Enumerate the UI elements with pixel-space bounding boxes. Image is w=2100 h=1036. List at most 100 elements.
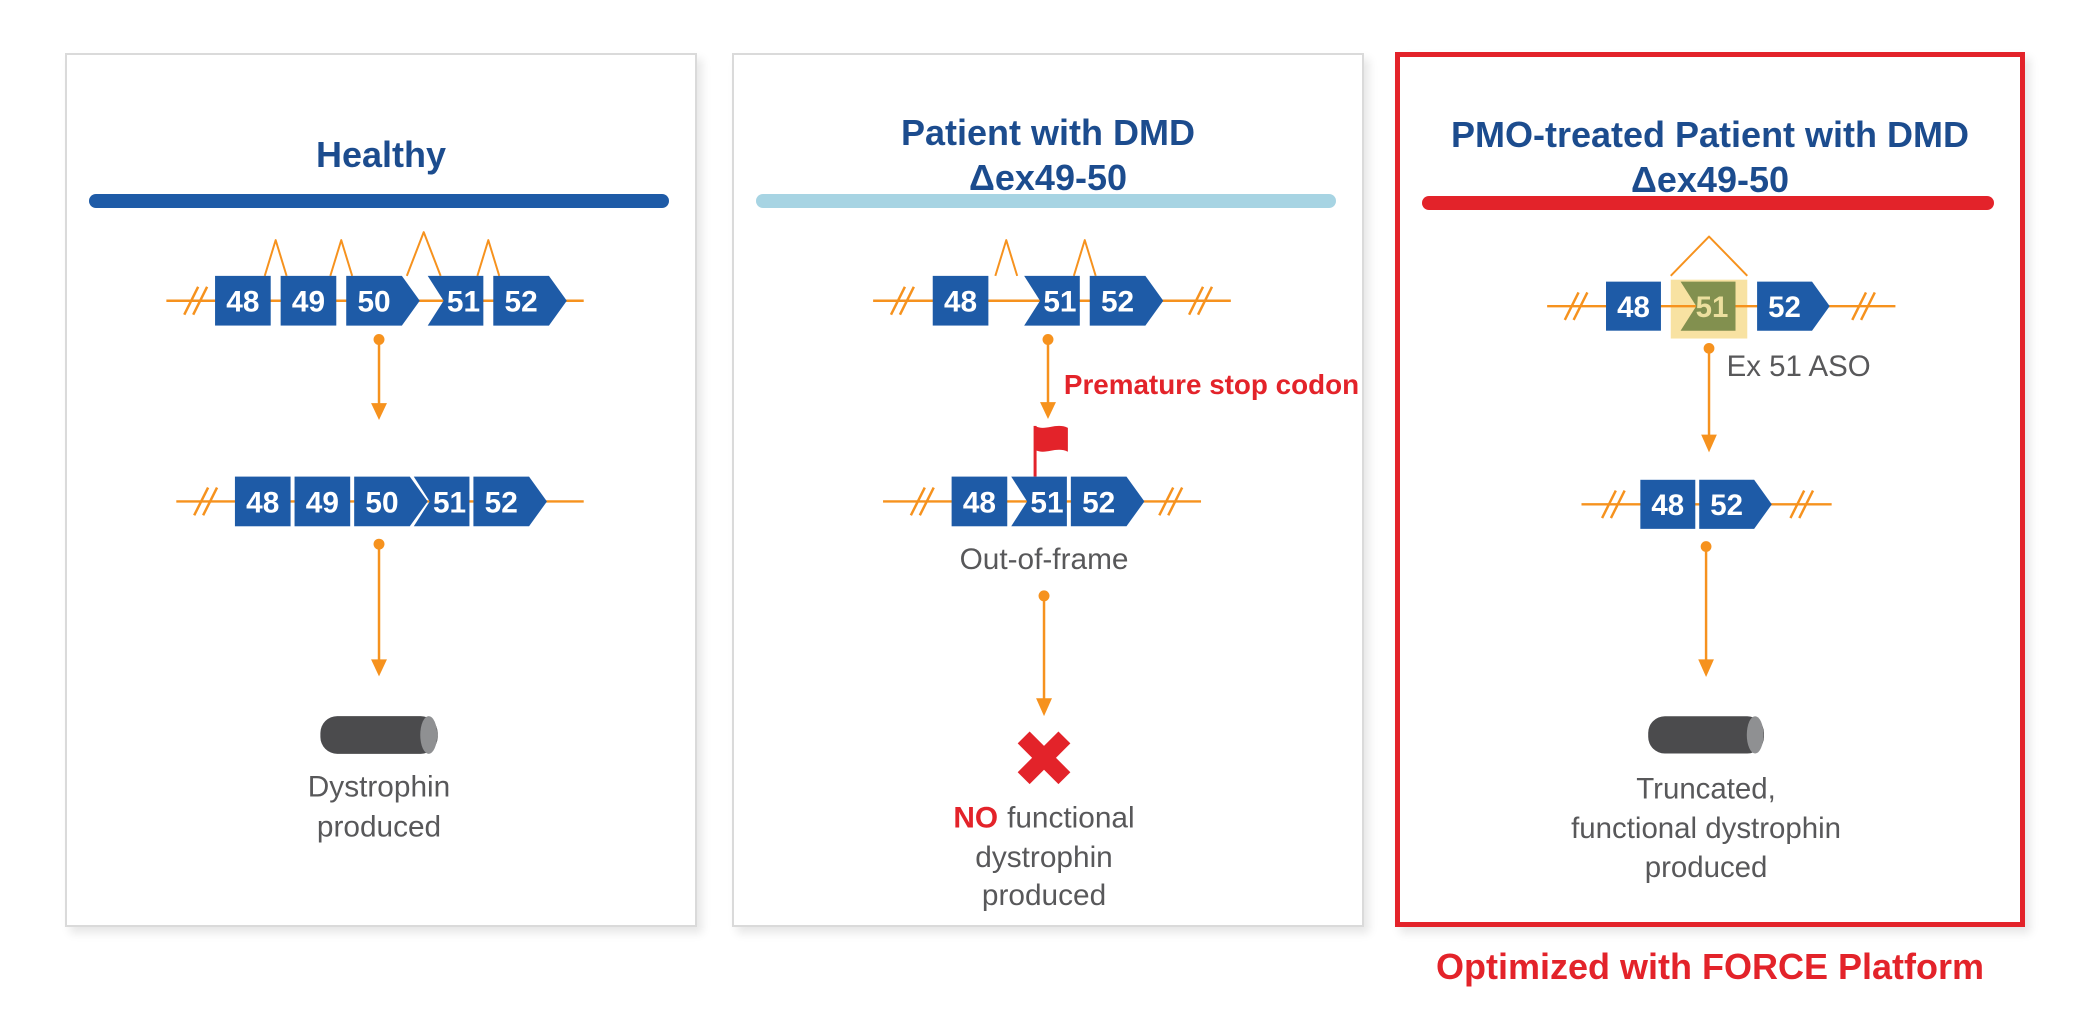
break-mark-icon	[193, 486, 219, 516]
exon-51-label: 51	[433, 486, 466, 519]
exon-51	[1024, 275, 1080, 326]
exon-skip-tent-icon	[1670, 235, 1748, 277]
break-mark-icon	[1563, 291, 1589, 321]
splicing-arrow: Premature stop codon	[1040, 334, 1359, 419]
exon-49-label: 49	[292, 286, 325, 319]
title-line: PMO-treated Patient with DMD	[1450, 113, 1970, 155]
exon-51	[413, 476, 470, 527]
cylinder-cap	[1746, 716, 1764, 754]
x-mark-icon	[1017, 731, 1071, 785]
exon-52	[473, 476, 547, 527]
exon-52-label: 52	[1101, 286, 1134, 319]
exon-51	[1011, 476, 1067, 527]
premature-stop-label: Premature stop codon	[1064, 369, 1359, 400]
exon-52-label: 52	[1082, 486, 1115, 519]
exon-52-label: 52	[1768, 291, 1801, 324]
exon-51-label: 51	[447, 286, 480, 319]
panel-healthy-title: Healthy	[67, 103, 695, 207]
outcome-text: dystrophin	[975, 841, 1112, 874]
exon-49-label: 49	[306, 486, 339, 519]
splice-peak-icon	[476, 239, 501, 277]
translation-arrow	[371, 538, 387, 677]
panel-pmo-treated: PMO-treated Patient with DMD Δex49-50 48…	[1395, 52, 2025, 927]
exon-48	[1606, 281, 1661, 331]
exon-50-label: 50	[365, 486, 398, 519]
exon-51-label: 51	[1043, 286, 1076, 319]
exon-49	[280, 275, 337, 326]
exon-48-label: 48	[963, 486, 996, 519]
panel-healthy: Healthy 48 49 50 51 52	[65, 53, 697, 927]
outcome-text: functional dystrophin	[1571, 812, 1841, 845]
divider-bar-red	[1422, 196, 1994, 210]
panel-pmo-title: PMO-treated Patient with DMD Δex49-50	[1400, 105, 2020, 209]
exon-52	[1089, 275, 1164, 326]
exon-49	[294, 476, 351, 527]
outcome-text: produced	[1645, 851, 1768, 884]
arrowhead-icon	[1701, 434, 1717, 453]
outcome-text: Truncated,	[1636, 773, 1776, 806]
exon-48	[932, 275, 989, 326]
arrowhead-icon	[371, 403, 387, 420]
healthy-diagram: 48 49 50 51 52 48 49 50 51 52	[166, 231, 584, 843]
outcome-text: Dystrophin	[308, 771, 450, 804]
out-of-frame-label: Out-of-frame	[960, 543, 1129, 576]
translation-arrow	[1036, 590, 1052, 717]
exon-51-label: 51	[1030, 486, 1063, 519]
splice-peak-icon	[263, 239, 288, 277]
exon-52	[1070, 476, 1145, 527]
splice-peak-icon	[329, 239, 354, 277]
exon-48-label: 48	[246, 486, 279, 519]
exon-52-label: 52	[1710, 489, 1743, 522]
mrna-row: 48 52	[1581, 479, 1832, 529]
translation-arrow	[1698, 541, 1714, 677]
arrowhead-icon	[1036, 698, 1052, 717]
genomic-dna-row: 48 51 52	[873, 239, 1231, 326]
exon-52-label: 52	[485, 486, 518, 519]
mrna-row: 48 49 50 51 52	[176, 476, 584, 527]
exon-48	[1640, 479, 1696, 529]
dmd-diagram: 48 51 52 Premature stop codon 48 51 52 O…	[873, 239, 1359, 912]
force-platform-caption: Optimized with FORCE Platform	[1435, 946, 1984, 987]
exon-48-label: 48	[944, 286, 977, 319]
exon-48	[951, 476, 1008, 527]
arrowhead-icon	[1040, 402, 1056, 419]
pmo-diagram: 48 51 52 Ex 51 ASO 48 52	[1547, 235, 1896, 884]
title-line: Healthy	[315, 134, 447, 176]
aso-label: Ex 51 ASO	[1727, 350, 1871, 383]
exon-51-label: 51	[1696, 291, 1729, 324]
exon-48-label: 48	[1651, 489, 1684, 522]
break-mark-icon	[1187, 286, 1214, 316]
divider-bar-lightblue	[756, 194, 1336, 208]
outcome-text: NO functional	[953, 801, 1134, 834]
splicing-arrow	[371, 334, 387, 420]
break-mark-icon	[1158, 486, 1184, 516]
exon-50-label: 50	[357, 286, 390, 319]
break-mark-icon	[889, 286, 915, 316]
exon-48	[215, 275, 271, 326]
arrowhead-icon	[1698, 659, 1714, 677]
exon-52-label: 52	[505, 286, 538, 319]
title-line: Δex49-50	[1631, 158, 1789, 200]
break-mark-icon	[1600, 490, 1626, 519]
splice-peak-icon	[994, 239, 1019, 277]
exon-48	[234, 476, 291, 527]
title-line: Patient with DMD	[901, 111, 1195, 153]
exon-51	[427, 275, 484, 326]
break-mark-icon	[909, 486, 935, 516]
splicing-arrow: Ex 51 ASO	[1701, 342, 1871, 453]
break-mark-icon	[183, 286, 209, 316]
dystrophin-cylinder-icon	[320, 716, 438, 754]
exon-51-skipped	[1680, 281, 1736, 331]
exon-50	[346, 275, 420, 326]
divider-bar-blue	[89, 194, 669, 208]
outcome-text: produced	[317, 810, 441, 843]
exon-52	[1699, 479, 1772, 529]
break-mark-icon	[1851, 291, 1876, 321]
break-mark-icon	[1789, 490, 1815, 519]
title-line: Δex49-50	[969, 156, 1127, 198]
arrowhead-icon	[371, 659, 387, 677]
exon-52	[493, 275, 567, 326]
panel-dmd-title: Patient with DMD Δex49-50	[734, 103, 1362, 207]
outcome-text: produced	[982, 879, 1106, 912]
genomic-dna-row: 48 49 50 51 52	[166, 231, 584, 326]
